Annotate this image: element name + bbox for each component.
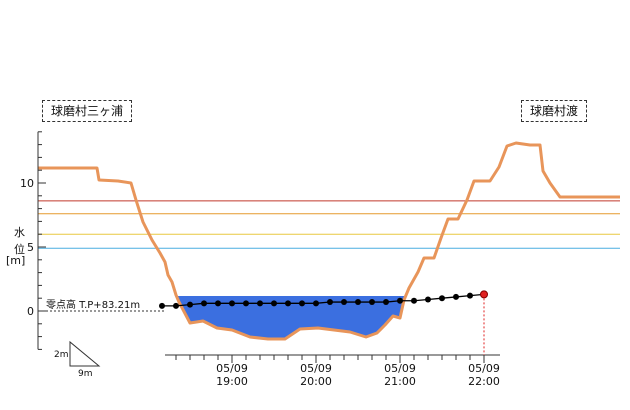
- x-tick-time: 19:00: [216, 375, 248, 388]
- data-point: [439, 295, 445, 302]
- data-point: [425, 296, 431, 303]
- y-axis-label: 水: [14, 226, 25, 239]
- data-point: [285, 300, 291, 307]
- data-point: [397, 297, 403, 304]
- scale-icon: 2m 9m: [54, 340, 101, 379]
- data-point: [187, 301, 193, 308]
- x-tick-date: 05/09: [300, 362, 332, 375]
- data-point: [369, 299, 375, 306]
- data-point: [467, 292, 473, 299]
- y-tick-label: 5: [27, 241, 34, 254]
- data-point: [215, 300, 221, 307]
- datum-label: 零点高 T.P+83.21m: [46, 298, 140, 311]
- data-point: [327, 299, 333, 306]
- y-tick-label: 0: [27, 305, 34, 318]
- data-point: [173, 302, 179, 309]
- data-point: [271, 300, 277, 307]
- data-point: [383, 299, 389, 306]
- y-axis: 0 5 10 水位[m]: [6, 131, 46, 350]
- x-tick-date: 05/09: [384, 362, 416, 375]
- x-tick-date: 05/09: [468, 362, 500, 375]
- x-tick-time: 22:00: [468, 375, 500, 388]
- x-tick-date: 05/09: [216, 362, 248, 375]
- data-point: [201, 300, 207, 307]
- threshold-lines: [38, 200, 620, 249]
- data-point: [313, 300, 319, 307]
- data-point: [243, 300, 249, 307]
- riverbed-profile: [38, 141, 620, 341]
- right-station-label: 球磨村渡: [521, 100, 588, 122]
- data-point: [341, 299, 347, 306]
- data-point: [411, 297, 417, 304]
- data-point: [355, 299, 361, 306]
- y-tick-label: 10: [20, 177, 34, 190]
- data-point: [229, 300, 235, 307]
- scale-horizontal-label: 9m: [78, 369, 93, 379]
- left-station-label: 球磨村三ヶ浦: [42, 100, 133, 122]
- data-point: [159, 302, 165, 309]
- water-level-series: [159, 290, 488, 355]
- scale-triangle-icon: [69, 340, 101, 367]
- x-tick-time: 21:00: [384, 375, 416, 388]
- data-point: [453, 293, 459, 300]
- data-point: [299, 300, 305, 307]
- y-axis-label: [m]: [6, 254, 25, 267]
- scale-vertical-label: 2m: [54, 350, 69, 360]
- data-point: [257, 300, 263, 307]
- y-axis-label: 位: [14, 242, 25, 256]
- x-tick-time: 20:00: [300, 375, 332, 388]
